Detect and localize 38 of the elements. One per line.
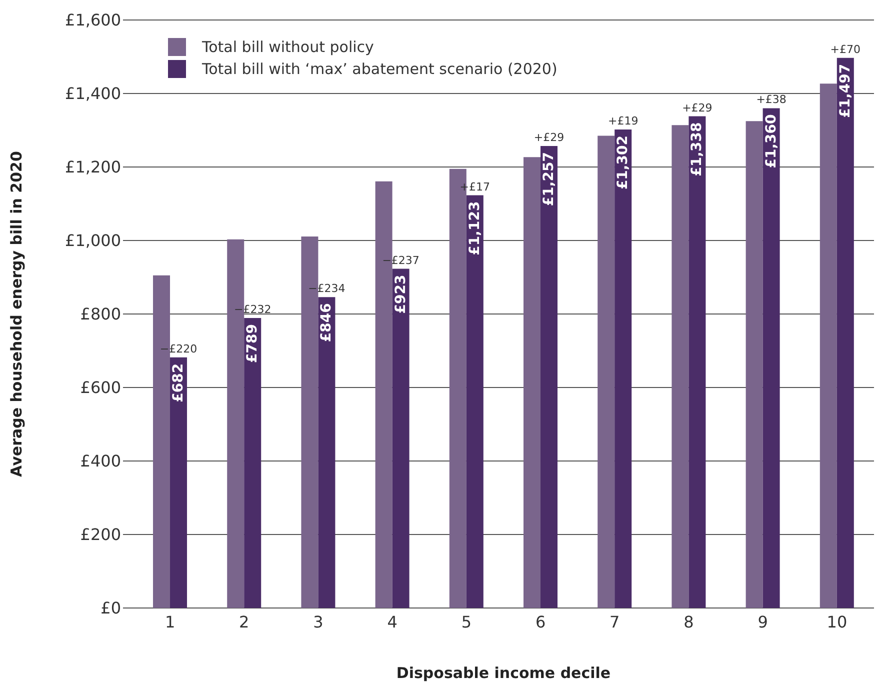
data-label: £1,123 <box>466 201 483 256</box>
x-tick-label: 5 <box>461 612 472 632</box>
annotation: +£29 <box>534 131 564 144</box>
y-tick-label: £1,200 <box>65 158 121 177</box>
x-tick-label: 1 <box>164 612 176 632</box>
y-tick-label: £600 <box>80 378 121 398</box>
legend-label: Total bill with ‘max’ abatement scenario (2020) <box>202 60 558 78</box>
data-label: £682 <box>170 363 187 402</box>
x-tick-label: 6 <box>535 612 546 632</box>
annotation: +£38 <box>756 93 786 106</box>
annotation: +£70 <box>830 42 861 56</box>
y-tick-label: £800 <box>80 304 121 324</box>
x-tick-label: 9 <box>758 612 768 632</box>
data-label: £1,497 <box>837 64 854 118</box>
y-tick-label: £1,400 <box>65 84 121 104</box>
annotation: +£19 <box>608 114 638 128</box>
annotation: +£29 <box>682 101 712 114</box>
data-label: £789 <box>244 324 261 364</box>
x-tick-label: 3 <box>313 612 324 632</box>
data-label: £1,302 <box>615 136 632 190</box>
data-label: £1,360 <box>763 114 780 168</box>
y-tick-label: £1,600 <box>65 10 121 30</box>
y-tick-label: £200 <box>80 525 121 544</box>
y-tick-label: £0 <box>100 598 121 618</box>
data-label: £1,338 <box>689 122 706 176</box>
data-label: £1,257 <box>541 152 558 206</box>
legend-label: Total bill without policy <box>202 38 374 56</box>
data-label: £846 <box>318 303 335 342</box>
x-tick-label: 8 <box>684 612 694 632</box>
x-axis-title: Disposable income decile <box>396 664 611 682</box>
x-tick-label: 2 <box>239 612 250 632</box>
x-tick-label: 7 <box>610 612 620 632</box>
x-tick-label: 10 <box>826 612 848 632</box>
y-tick-label: £400 <box>80 452 121 471</box>
x-tick-label: 4 <box>387 612 398 632</box>
y-tick-label: £1,000 <box>65 231 121 250</box>
y-axis-title: Average household energy bill in 2020 <box>7 151 26 477</box>
data-label: £923 <box>392 274 409 314</box>
